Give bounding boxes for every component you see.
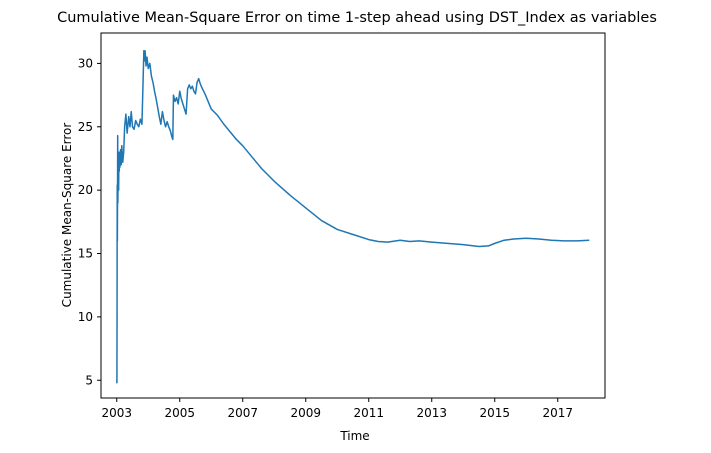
x-tick-label: 2013 [416, 406, 447, 420]
y-tick-label: 15 [78, 247, 93, 261]
y-tick-label: 25 [78, 120, 93, 134]
x-tick-label: 2005 [164, 406, 195, 420]
plot-area-frame [100, 32, 606, 399]
y-tick-label: 30 [78, 56, 93, 70]
series-line [116, 49, 590, 384]
x-tick-label: 2009 [290, 406, 321, 420]
x-tick-label: 2017 [542, 406, 573, 420]
y-tick-label: 20 [78, 183, 93, 197]
y-tick-label: 10 [78, 310, 93, 324]
y-axis-label: Cumulative Mean-Square Error [60, 123, 74, 308]
chart-title: Cumulative Mean-Square Error on time 1-s… [57, 10, 657, 26]
x-tick-label: 2007 [227, 406, 258, 420]
x-tick-label: 2011 [353, 406, 384, 420]
y-tick-label: 5 [85, 373, 93, 387]
x-tick-label: 2015 [479, 406, 510, 420]
x-axis-label: Time [339, 429, 369, 443]
x-tick-label: 2003 [101, 406, 132, 420]
